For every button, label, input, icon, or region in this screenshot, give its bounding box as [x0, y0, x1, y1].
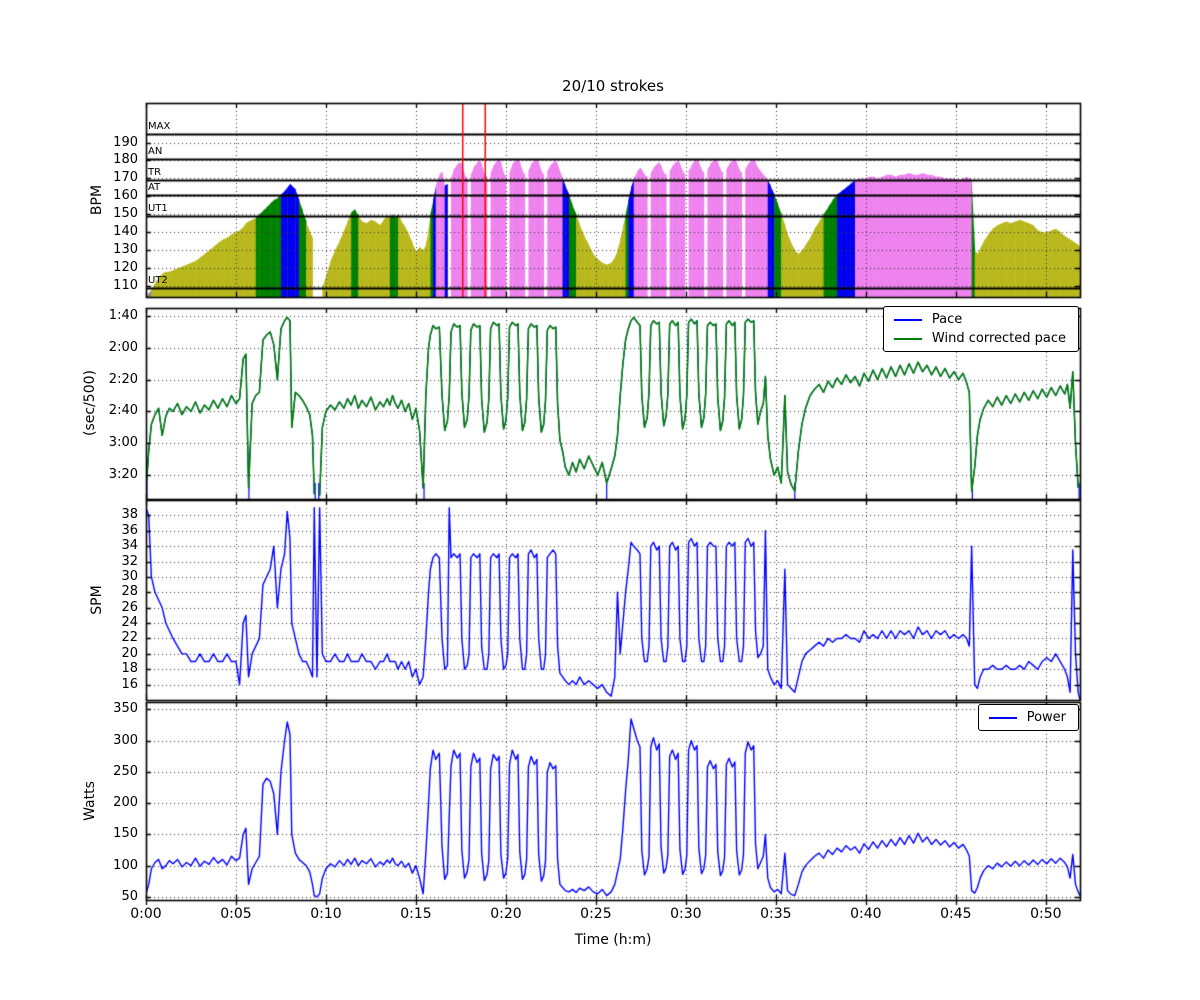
spm-y-tick-label: 28 [121, 584, 138, 600]
legend-label: Pace [931, 312, 963, 327]
pace-y-tick-label: 3:20 [108, 467, 138, 483]
hr-zone-label-tr: TR [148, 167, 162, 179]
x-tick-label: 0:25 [580, 906, 612, 922]
spm-y-tick-label: 18 [121, 661, 138, 677]
hr-zone-label-ut1: UT1 [148, 203, 168, 215]
spm-y-tick-label: 30 [121, 568, 138, 584]
spm-y-tick-label: 16 [121, 676, 138, 692]
x-tick-label: 0:05 [220, 906, 252, 922]
legend-line-swatch [893, 318, 922, 321]
x-tick-label: 0:20 [490, 906, 522, 922]
power-y-tick-label: 350 [113, 701, 138, 717]
spm-y-tick-label: 26 [121, 599, 138, 615]
hr-zone-label-at: AT [148, 181, 161, 193]
spm-y-tick-label: 38 [121, 507, 138, 523]
pace-y-tick-label: 3:00 [108, 435, 138, 451]
pace-legend: Pace Wind corrected pace [882, 306, 1079, 352]
legend-line-swatch [893, 337, 922, 340]
legend-label: Power [1026, 710, 1066, 725]
x-tick-label: 0:35 [760, 906, 792, 922]
legend-item: Pace [893, 312, 1066, 327]
hr-y-tick-label: 190 [113, 134, 138, 150]
hr-y-tick-label: 170 [113, 170, 138, 186]
x-tick-label: 0:00 [130, 906, 162, 922]
hr-y-tick-label: 110 [113, 278, 138, 294]
spm-y-tick-label: 32 [121, 553, 138, 569]
spm-y-tick-label: 34 [121, 538, 138, 554]
hr-y-tick-label: 160 [113, 188, 138, 204]
spm-y-tick-label: 36 [121, 522, 138, 538]
hr-zone-label-ut2: UT2 [148, 275, 168, 287]
x-tick-label: 0:50 [1030, 906, 1062, 922]
x-tick-label: 0:10 [310, 906, 342, 922]
hr-y-tick-label: 120 [113, 260, 138, 276]
hr-y-tick-label: 140 [113, 224, 138, 240]
pace-y-tick-label: 1:40 [108, 307, 138, 323]
power-y-tick-label: 300 [113, 732, 138, 748]
hr-zone-label-max: MAX [148, 120, 171, 132]
spm-y-tick-label: 20 [121, 645, 138, 661]
x-tick-label: 0:30 [670, 906, 702, 922]
legend-item: Wind corrected pace [893, 331, 1066, 346]
legend-line-swatch [988, 716, 1017, 719]
pace-y-tick-label: 2:40 [108, 403, 138, 419]
power-legend: Power [977, 704, 1079, 731]
power-y-tick-label: 150 [113, 826, 138, 842]
x-tick-label: 0:40 [850, 906, 882, 922]
hr-y-tick-label: 180 [113, 152, 138, 168]
x-axis-label: Time (h:m) [574, 932, 652, 948]
power-y-tick-label: 100 [113, 857, 138, 873]
pace-y-tick-label: 2:00 [108, 339, 138, 355]
legend-label: Wind corrected pace [931, 331, 1066, 346]
power-y-tick-label: 250 [113, 763, 138, 779]
legend-item: Power [988, 710, 1066, 725]
hr-zone-label-an: AN [148, 145, 163, 157]
x-tick-label: 0:15 [400, 906, 432, 922]
spm-y-tick-label: 24 [121, 615, 138, 631]
spm-y-tick-label: 22 [121, 630, 138, 646]
chart-title: 20/10 strokes [562, 77, 664, 95]
power-y-tick-label: 200 [113, 795, 138, 811]
hr-y-tick-label: 130 [113, 242, 138, 258]
pace-y-tick-label: 2:20 [108, 371, 138, 387]
hr-y-tick-label: 150 [113, 206, 138, 222]
x-tick-label: 0:45 [940, 906, 972, 922]
power-y-tick-label: 50 [121, 888, 138, 904]
